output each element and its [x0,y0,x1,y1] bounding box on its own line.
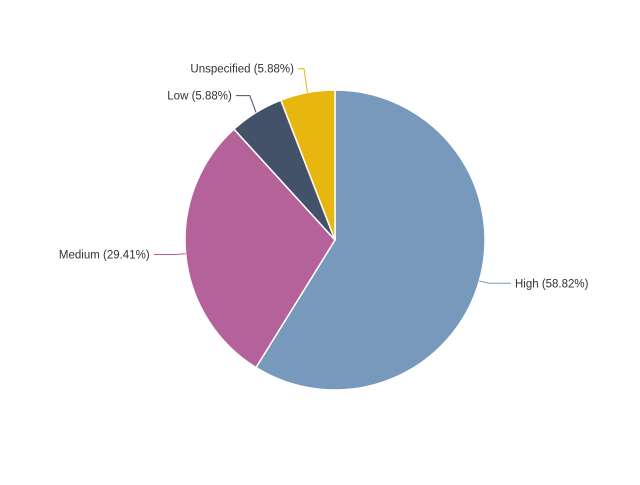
label-connector-high [479,280,511,284]
slice-label-medium: Medium (29.41%) [59,250,150,262]
pie-slice-medium[interactable] [184,128,336,369]
pie-slice-unspecified[interactable] [279,89,336,241]
label-connector-medium [153,253,186,256]
pie-slice-high[interactable] [254,89,486,391]
slice-label-low: Low (5.88%) [167,91,232,103]
label-connector-low [235,95,257,113]
slice-label-unspecified: Unspecified (5.88%) [190,64,294,76]
label-connector-unspecified [297,68,308,93]
slice-label-high: High (58.82%) [515,278,589,290]
